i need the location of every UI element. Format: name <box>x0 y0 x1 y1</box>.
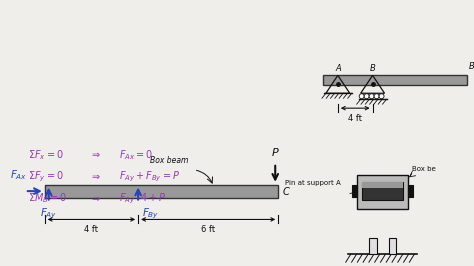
Text: Box be: Box be <box>412 166 436 172</box>
Bar <box>409 185 413 197</box>
Text: $F_{Ay}$: $F_{Ay}$ <box>40 206 57 221</box>
Bar <box>357 175 409 209</box>
Circle shape <box>364 94 369 99</box>
Text: B: B <box>469 63 474 71</box>
Text: B: B <box>370 64 375 73</box>
Circle shape <box>374 94 379 99</box>
Text: A: A <box>335 64 341 73</box>
Circle shape <box>359 94 364 99</box>
Bar <box>389 238 396 254</box>
Text: $\Rightarrow$: $\Rightarrow$ <box>90 194 101 203</box>
Text: 4 ft: 4 ft <box>84 225 99 234</box>
Text: $F_{Ay} \cdot 4 + P$: $F_{Ay} \cdot 4 + P$ <box>119 191 167 206</box>
Bar <box>369 238 376 254</box>
Bar <box>323 75 467 85</box>
Text: $F_{Ax} = 0$: $F_{Ax} = 0$ <box>119 148 153 162</box>
Bar <box>362 182 403 188</box>
Bar <box>362 182 403 200</box>
Text: $P$: $P$ <box>271 146 280 158</box>
Circle shape <box>379 94 384 99</box>
Text: $\Rightarrow$: $\Rightarrow$ <box>90 172 101 182</box>
Text: $F_{Ax}$: $F_{Ax}$ <box>10 168 27 182</box>
Text: $\Rightarrow$: $\Rightarrow$ <box>90 150 101 160</box>
Text: 6 ft: 6 ft <box>201 225 215 234</box>
Text: $F_{Ay} + F_{By} = P$: $F_{Ay} + F_{By} = P$ <box>119 169 180 184</box>
Text: 4 ft: 4 ft <box>348 114 362 123</box>
Text: $\Sigma F_x = 0$: $\Sigma F_x = 0$ <box>28 148 64 162</box>
Text: $F_{By}$: $F_{By}$ <box>142 206 159 221</box>
Text: Pin at support A: Pin at support A <box>285 180 341 186</box>
Text: $C$: $C$ <box>282 185 291 197</box>
Bar <box>45 185 278 198</box>
Text: Box beam: Box beam <box>150 156 188 165</box>
Circle shape <box>369 94 374 99</box>
Bar <box>352 185 357 197</box>
Text: $\Sigma M_B = 0$: $\Sigma M_B = 0$ <box>28 192 67 205</box>
Text: $\Sigma F_y = 0$: $\Sigma F_y = 0$ <box>28 169 64 184</box>
